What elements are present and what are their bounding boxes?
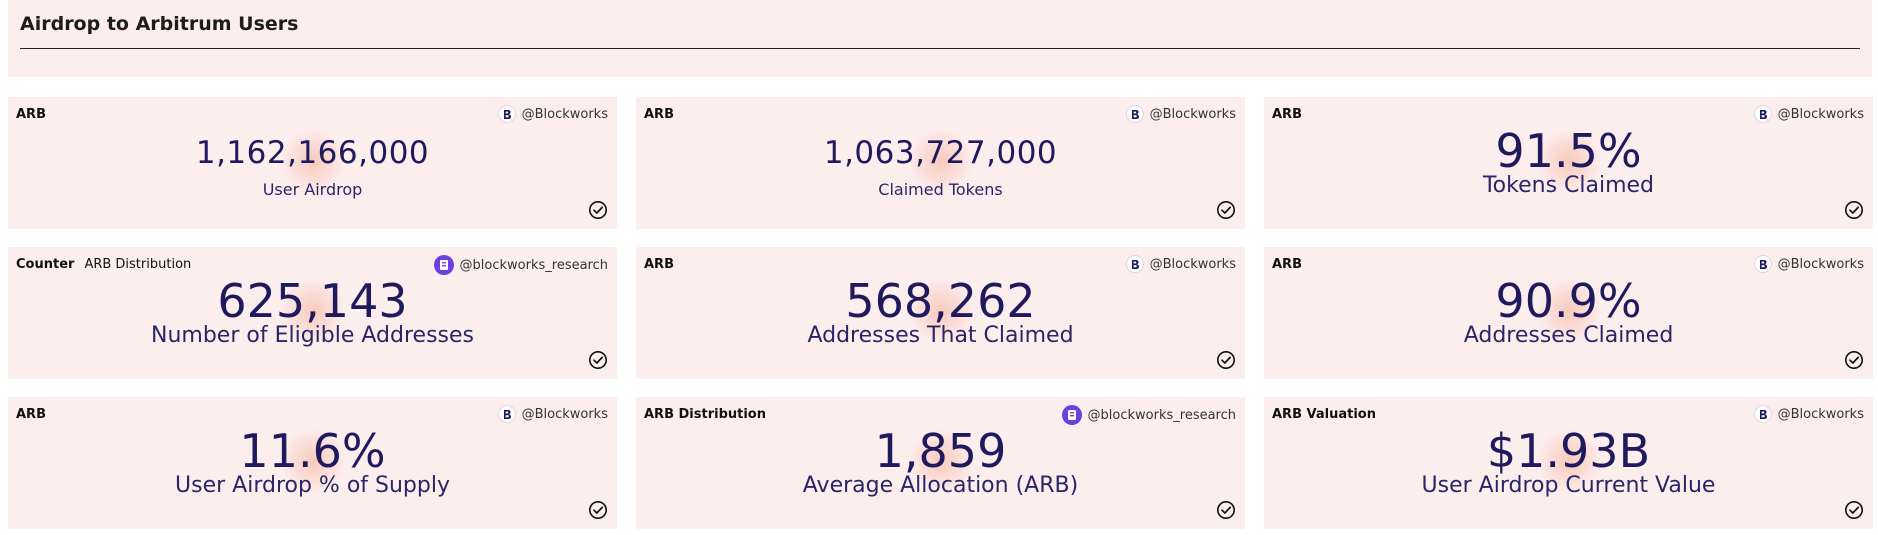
card-query-name: ARB	[644, 107, 674, 122]
credit-handle[interactable]: @Blockworks	[521, 406, 608, 422]
card-query-name: ARB	[1272, 107, 1302, 122]
blockworks-icon	[1753, 405, 1772, 423]
blockworks-research-icon	[1061, 405, 1082, 425]
card-credit[interactable]: @Blockworks	[497, 405, 608, 423]
card-label: Counter ARB Distribution	[16, 257, 191, 272]
counter-caption: User Airdrop % of Supply	[175, 473, 450, 498]
card-query-name: ARB	[16, 407, 46, 422]
counter-value: 625,143	[217, 274, 408, 328]
card-glow	[1536, 428, 1601, 493]
counter-value: 11.6%	[239, 424, 386, 478]
card-credit[interactable]: @Blockworks	[1125, 105, 1236, 123]
counter-caption: Tokens Claimed	[1482, 173, 1655, 198]
counter-caption: User Airdrop	[262, 180, 363, 199]
credit-handle[interactable]: @Blockworks	[1149, 106, 1236, 122]
card-credit[interactable]: @Blockworks	[1753, 405, 1864, 423]
counter-card[interactable]: Counter ARB Distribution @blockworks_resea…	[8, 247, 617, 378]
counter-card[interactable]: ARB Valuation @Blockworks $1.93B User Airdr…	[1264, 397, 1873, 528]
check-circle-icon[interactable]	[1216, 500, 1236, 520]
blockworks-icon	[497, 105, 516, 123]
check-circle-icon[interactable]	[588, 500, 608, 520]
credit-handle[interactable]: @blockworks_research	[1087, 407, 1236, 423]
card-label: ARB	[1272, 257, 1302, 272]
check-circle-icon[interactable]	[588, 350, 608, 370]
counter-value: 568,262	[845, 274, 1036, 328]
blockworks-research-icon	[433, 255, 454, 275]
check-circle-icon[interactable]	[1844, 500, 1864, 520]
blockworks-icon	[497, 405, 516, 423]
card-label: ARB Distribution	[644, 407, 766, 422]
card-credit[interactable]: @Blockworks	[1753, 255, 1864, 273]
counter-card[interactable]: ARB @Blockworks 568,262 Addresses That Clai…	[636, 247, 1245, 378]
counter-value: 91.5%	[1495, 124, 1642, 178]
counter-card[interactable]: ARB Distribution @blockworks_research 1,85…	[636, 397, 1245, 528]
counter-caption: Average Allocation (ARB)	[802, 473, 1079, 498]
card-glow	[908, 278, 973, 343]
card-glow	[1536, 128, 1601, 193]
card-label: ARB	[644, 257, 674, 272]
check-circle-icon[interactable]	[1844, 350, 1864, 370]
card-tag: Counter	[16, 257, 75, 272]
card-glow	[1536, 278, 1601, 343]
check-circle-icon[interactable]	[1216, 200, 1236, 220]
credit-handle[interactable]: @Blockworks	[521, 106, 608, 122]
blockworks-icon	[1125, 105, 1144, 123]
card-label: ARB	[644, 107, 674, 122]
card-label: ARB	[16, 407, 46, 422]
counter-value: 1,859	[874, 424, 1007, 478]
dashboard-title: Airdrop to Arbitrum Users	[20, 13, 299, 35]
counter-value: $1.93B	[1486, 424, 1651, 478]
counter-value: 1,162,166,000	[195, 135, 430, 171]
counter-card[interactable]: ARB @Blockworks 1,063,727,000 Claimed Token…	[636, 97, 1245, 228]
card-query-name: ARB	[16, 107, 46, 122]
counter-card[interactable]: ARB @Blockworks 11.6% User Airdrop % of Sup…	[8, 397, 617, 528]
check-circle-icon[interactable]	[588, 200, 608, 220]
credit-handle[interactable]: @Blockworks	[1777, 256, 1864, 272]
card-glow	[280, 278, 345, 343]
dashboard-header: Airdrop to Arbitrum Users	[8, 0, 1872, 77]
counter-value: 90.9%	[1495, 274, 1642, 328]
card-credit[interactable]: @Blockworks	[497, 105, 608, 123]
card-query-name: ARB Distribution	[644, 407, 766, 422]
counter-card[interactable]: ARB @Blockworks 1,162,166,000 User Airdrop	[8, 97, 617, 228]
counter-caption: Number of Eligible Addresses	[151, 323, 474, 348]
card-credit[interactable]: @Blockworks	[1753, 105, 1864, 123]
card-query-name: ARB	[644, 257, 674, 272]
card-credit[interactable]: @Blockworks	[1125, 255, 1236, 273]
blockworks-icon	[1125, 255, 1144, 273]
blockworks-icon	[1753, 105, 1772, 123]
card-glow	[908, 128, 973, 193]
card-glow	[280, 428, 345, 493]
counter-caption: Addresses Claimed	[1463, 323, 1674, 348]
card-label: ARB	[16, 107, 46, 122]
card-credit[interactable]: @blockworks_research	[433, 255, 608, 275]
counter-value: 1,063,727,000	[823, 135, 1058, 171]
header-divider	[20, 48, 1860, 49]
credit-handle[interactable]: @Blockworks	[1777, 106, 1864, 122]
credit-handle[interactable]: @Blockworks	[1777, 406, 1864, 422]
card-label: ARB	[1272, 107, 1302, 122]
check-circle-icon[interactable]	[1844, 200, 1864, 220]
card-query-name: ARB	[1272, 257, 1302, 272]
card-glow	[280, 128, 345, 193]
counter-caption: Claimed Tokens	[878, 180, 1003, 199]
check-circle-icon[interactable]	[1216, 350, 1236, 370]
card-label: ARB Valuation	[1272, 407, 1376, 422]
card-query-name: ARB Distribution	[84, 257, 192, 272]
credit-handle[interactable]: @Blockworks	[1149, 256, 1236, 272]
counter-card[interactable]: ARB @Blockworks 91.5% Tokens Claimed	[1264, 97, 1873, 228]
counter-caption: Addresses That Claimed	[807, 323, 1074, 348]
counter-grid: ARB @Blockworks 1,162,166,000 User Airdrop A…	[8, 97, 1873, 528]
card-query-name: ARB Valuation	[1272, 407, 1376, 422]
card-glow	[908, 428, 973, 493]
counter-card[interactable]: ARB @Blockworks 90.9% Addresses Claimed	[1264, 247, 1873, 378]
credit-handle[interactable]: @blockworks_research	[459, 257, 608, 273]
blockworks-icon	[1753, 255, 1772, 273]
card-credit[interactable]: @blockworks_research	[1061, 405, 1236, 425]
counter-caption: User Airdrop Current Value	[1421, 473, 1716, 498]
